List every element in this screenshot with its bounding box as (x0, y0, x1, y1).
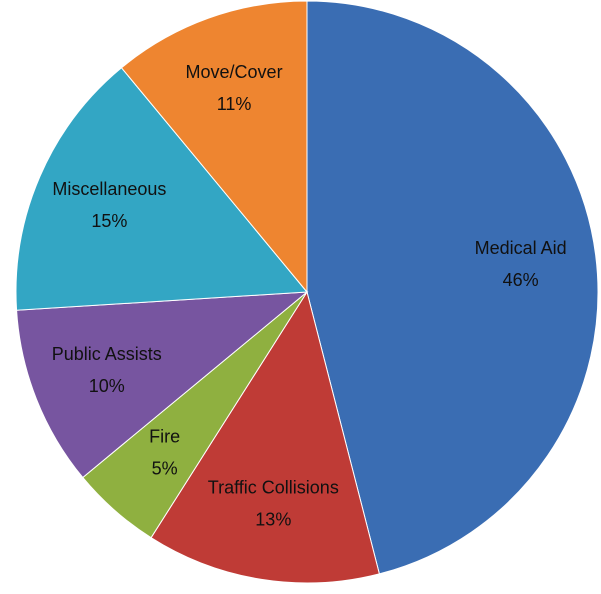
slice-label: Miscellaneous (52, 179, 166, 199)
slice-label: Medical Aid (475, 238, 567, 258)
slice-value-label: 13% (255, 509, 291, 529)
slice-label: Public Assists (52, 344, 162, 364)
slice-label: Move/Cover (186, 62, 283, 82)
slice-value-label: 15% (91, 211, 127, 231)
pie-slice (15, 67, 309, 311)
slice-label: Fire (149, 426, 180, 446)
slice-value-label: 46% (503, 270, 539, 290)
slice-value-label: 11% (217, 94, 252, 114)
pie-slice (150, 290, 380, 584)
slice-value-label: 5% (152, 458, 178, 478)
pie-slice (16, 291, 309, 479)
pie-slice (306, 0, 599, 575)
pie-slice (120, 0, 308, 294)
slice-value-label: 10% (89, 376, 125, 396)
slice-label: Traffic Collisions (208, 477, 339, 497)
